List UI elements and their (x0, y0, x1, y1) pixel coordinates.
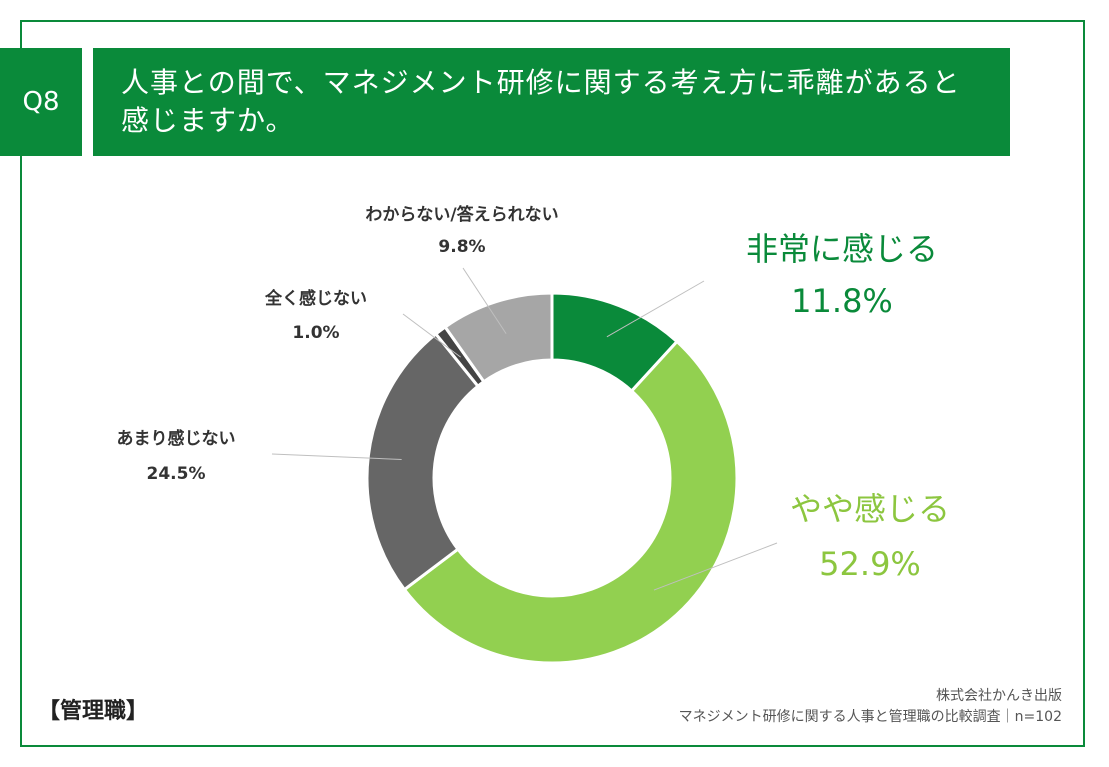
leader-line (653, 542, 778, 591)
question-title: 人事との間で、マネジメント研修に関する考え方に乖離があると 感じますか。 (93, 48, 1010, 156)
slice-label: あまり感じない (117, 428, 236, 449)
donut-slice (365, 331, 481, 592)
slice-percentage: 24.5% (147, 464, 206, 484)
slice-label: わからない/答えられない (365, 204, 558, 225)
survey-name: マネジメント研修に関する人事と管理職の比較調査｜n=102 (678, 709, 1062, 725)
segment-label: 【管理職】 (38, 699, 149, 724)
leader-line (271, 453, 402, 460)
question-title-line1: 人事との間で、マネジメント研修に関する考え方に乖離があると (121, 66, 961, 99)
question-title-line2: 感じますか。 (121, 104, 295, 137)
donut-slice (402, 339, 739, 665)
slice-percentage: 9.8% (438, 237, 485, 257)
slice-label: やや感じる (790, 490, 950, 528)
company-name: 株式会社かんき出版 (936, 688, 1062, 704)
slice-label: 全く感じない (264, 288, 367, 309)
question-number: Q8 (0, 48, 82, 156)
slice-label: 非常に感じる (746, 230, 938, 268)
leader-line (462, 267, 507, 334)
slice-percentage: 11.8% (791, 282, 893, 320)
frame-border (20, 20, 1085, 747)
leader-line (606, 280, 705, 338)
donut-slice (443, 291, 554, 384)
slice-percentage: 52.9% (819, 545, 921, 583)
source-note: 株式会社かんき出版 マネジメント研修に関する人事と管理職の比較調査｜n=102 (679, 686, 1062, 728)
leader-line (402, 313, 461, 358)
slice-percentage: 1.0% (292, 323, 339, 343)
